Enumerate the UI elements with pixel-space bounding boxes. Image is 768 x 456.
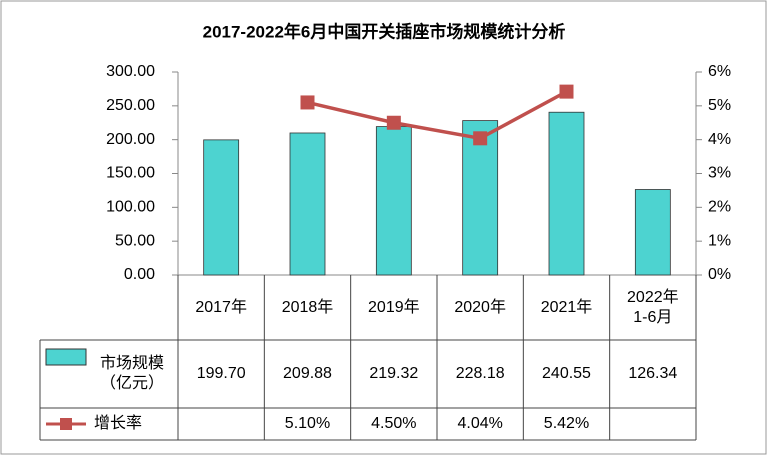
legend-label: 市场规模（亿元） <box>99 355 164 392</box>
data-label: 4.50% <box>371 415 417 432</box>
bar <box>203 139 240 276</box>
data-label: 126.34 <box>628 365 678 382</box>
bar <box>462 120 499 276</box>
x-tick-label: 2018年 <box>281 298 334 316</box>
bar <box>289 132 326 276</box>
data-label: 199.70 <box>196 365 246 382</box>
marker <box>559 84 574 99</box>
y2-tick-label: 4% <box>708 131 731 148</box>
marker <box>300 95 315 110</box>
legend-label: 增长率 <box>93 415 142 432</box>
data-label: 228.18 <box>455 365 505 382</box>
legend-marker <box>60 418 72 430</box>
y-tick-label: 150.00 <box>106 165 155 182</box>
marker <box>473 131 488 146</box>
y2-tick-label: 2% <box>708 199 731 216</box>
line <box>307 90 568 141</box>
chart-title: 2017-2022年6月中国开关插座市场规模统计分析 <box>203 21 566 41</box>
y2-tick-label: 1% <box>708 232 731 249</box>
y2-tick-label: 0% <box>708 266 731 283</box>
legend-swatch <box>45 348 87 366</box>
y-tick-label: 0.00 <box>124 266 155 283</box>
bar <box>375 126 412 276</box>
y2-tick-label: 5% <box>708 97 731 114</box>
x-tick-label: 2019年 <box>368 298 420 316</box>
data-label: 4.04% <box>457 415 503 432</box>
y-tick-label: 100.00 <box>106 199 155 216</box>
x-tick-label: 2022年1-6月 <box>627 288 679 326</box>
bar <box>548 111 585 276</box>
y-tick-label: 300.00 <box>106 63 155 80</box>
bar <box>634 189 671 276</box>
y-tick-label: 50.00 <box>115 232 155 249</box>
y2-tick-label: 6% <box>708 63 731 80</box>
y-tick-label: 200.00 <box>106 131 155 148</box>
x-tick-label: 2020年 <box>454 298 506 316</box>
y-tick-label: 250.00 <box>106 97 155 114</box>
x-tick-label: 2021年 <box>540 298 593 316</box>
data-label: 219.32 <box>369 365 419 382</box>
data-label: 240.55 <box>542 365 591 382</box>
data-label: 5.42% <box>543 415 590 432</box>
x-tick-label: 2017年 <box>195 298 247 316</box>
y2-tick-label: 3% <box>708 165 731 182</box>
marker <box>386 115 401 130</box>
data-label: 209.88 <box>283 365 332 382</box>
data-label: 5.10% <box>284 415 331 432</box>
